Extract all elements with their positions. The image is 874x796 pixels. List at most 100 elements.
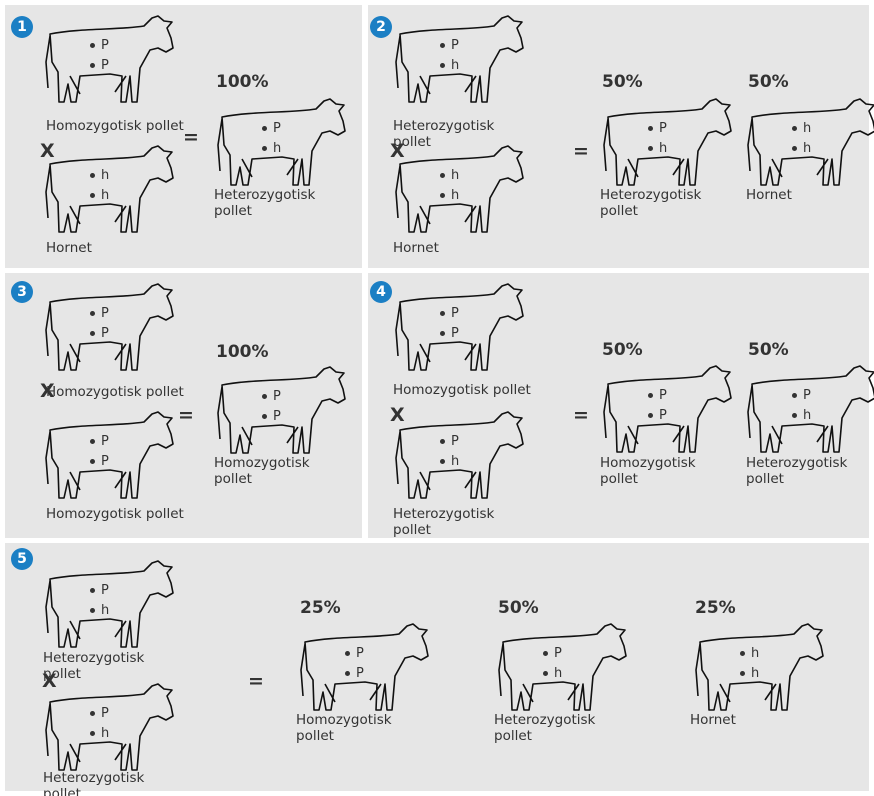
cow-outline: [696, 624, 823, 710]
allele: P: [262, 409, 281, 424]
offspring-percent: 100%: [216, 72, 269, 92]
allele: h: [90, 188, 109, 203]
cross-symbol: X: [40, 140, 55, 162]
equals-symbol: =: [573, 140, 589, 162]
allele: h: [440, 454, 459, 469]
offspring-label: Homozygotisk pollet: [214, 455, 334, 487]
cross-symbol: X: [42, 670, 57, 692]
offspring-percent: 50%: [748, 72, 789, 92]
allele: P: [90, 326, 109, 341]
allele: P: [262, 389, 281, 404]
allele: P: [90, 58, 109, 73]
allele: h: [440, 58, 459, 73]
allele: P: [440, 306, 459, 321]
offspring-label: Heterozygotisk pollet: [214, 187, 334, 219]
offspring-percent: 50%: [748, 340, 789, 360]
allele: P: [345, 646, 364, 661]
allele: P: [543, 646, 562, 661]
allele: P: [440, 38, 459, 53]
allele: P: [262, 121, 281, 136]
offspring-percent: 100%: [216, 342, 269, 362]
cross-symbol: X: [390, 404, 405, 426]
cow-outline: [396, 146, 523, 232]
cross-symbol: X: [40, 380, 55, 402]
parent-label: Homozygotisk pollet: [46, 384, 186, 400]
parent-label: Hornet: [46, 240, 186, 256]
allele: h: [90, 168, 109, 183]
allele: h: [792, 408, 811, 423]
cow-outline: [46, 684, 173, 770]
allele: P: [792, 388, 811, 403]
parent-label: Heterozygotisk pollet: [393, 506, 533, 538]
cow: [40, 408, 178, 503]
cross-symbol: X: [390, 140, 405, 162]
allele: h: [740, 646, 759, 661]
parent-label: Homozygotisk pollet: [393, 382, 533, 398]
cow-outline: [46, 412, 173, 498]
cow: [212, 363, 350, 458]
offspring-label: Heterozygotisk pollet: [494, 712, 614, 744]
offspring-percent: 25%: [300, 598, 341, 618]
allele: h: [262, 141, 281, 156]
cow-outline: [46, 16, 173, 102]
equals-symbol: =: [178, 404, 194, 426]
equals-symbol: =: [183, 126, 199, 148]
allele: P: [648, 388, 667, 403]
parent-label: Hornet: [393, 240, 533, 256]
offspring-percent: 25%: [695, 598, 736, 618]
allele: h: [440, 168, 459, 183]
diagram: 1PPHomozygotisk pollethhHornetX=100%PhHe…: [0, 0, 874, 796]
offspring-label: Hornet: [690, 712, 810, 728]
cow-outline: [604, 99, 731, 185]
offspring-percent: 50%: [602, 340, 643, 360]
allele: h: [792, 121, 811, 136]
equals-symbol: =: [248, 670, 264, 692]
step-number: 3: [11, 281, 33, 303]
allele: h: [740, 666, 759, 681]
allele: h: [440, 188, 459, 203]
allele: P: [90, 583, 109, 598]
equals-symbol: =: [573, 404, 589, 426]
allele: P: [90, 434, 109, 449]
allele: P: [90, 38, 109, 53]
offspring-label: Homozygotisk pollet: [296, 712, 416, 744]
cow-outline: [499, 624, 626, 710]
allele: P: [440, 326, 459, 341]
offspring-label: Heterozygotisk pollet: [746, 455, 866, 487]
cow-outline: [396, 412, 523, 498]
cow-outline: [604, 366, 731, 452]
allele: P: [90, 454, 109, 469]
parent-label: Heterozygotisk pollet: [43, 770, 183, 796]
parent-label: Homozygotisk pollet: [46, 118, 186, 134]
cow-outline: [218, 99, 345, 185]
step-number: 2: [370, 16, 392, 38]
cow: [40, 12, 178, 107]
cow-outline: [46, 146, 173, 232]
step-number: 5: [11, 548, 33, 570]
step-number: 1: [11, 16, 33, 38]
allele: h: [792, 141, 811, 156]
cow: [390, 280, 528, 375]
allele: h: [90, 726, 109, 741]
cow-outline: [396, 284, 523, 370]
offspring-percent: 50%: [498, 598, 539, 618]
offspring-label: Hornet: [746, 187, 866, 203]
allele: P: [648, 121, 667, 136]
cow-outline: [396, 16, 523, 102]
cow-outline: [46, 561, 173, 647]
cow-outline: [301, 624, 428, 710]
cow: [40, 280, 178, 375]
cow: [598, 362, 736, 457]
offspring-label: Heterozygotisk pollet: [600, 187, 720, 219]
offspring-label: Homozygotisk pollet: [600, 455, 720, 487]
allele: P: [648, 408, 667, 423]
allele: h: [90, 603, 109, 618]
cow-outline: [218, 367, 345, 453]
allele: P: [345, 666, 364, 681]
allele: P: [440, 434, 459, 449]
parent-label: Heterozygotisk pollet: [43, 650, 183, 682]
offspring-percent: 50%: [602, 72, 643, 92]
allele: P: [90, 706, 109, 721]
allele: P: [90, 306, 109, 321]
step-number: 4: [370, 281, 392, 303]
